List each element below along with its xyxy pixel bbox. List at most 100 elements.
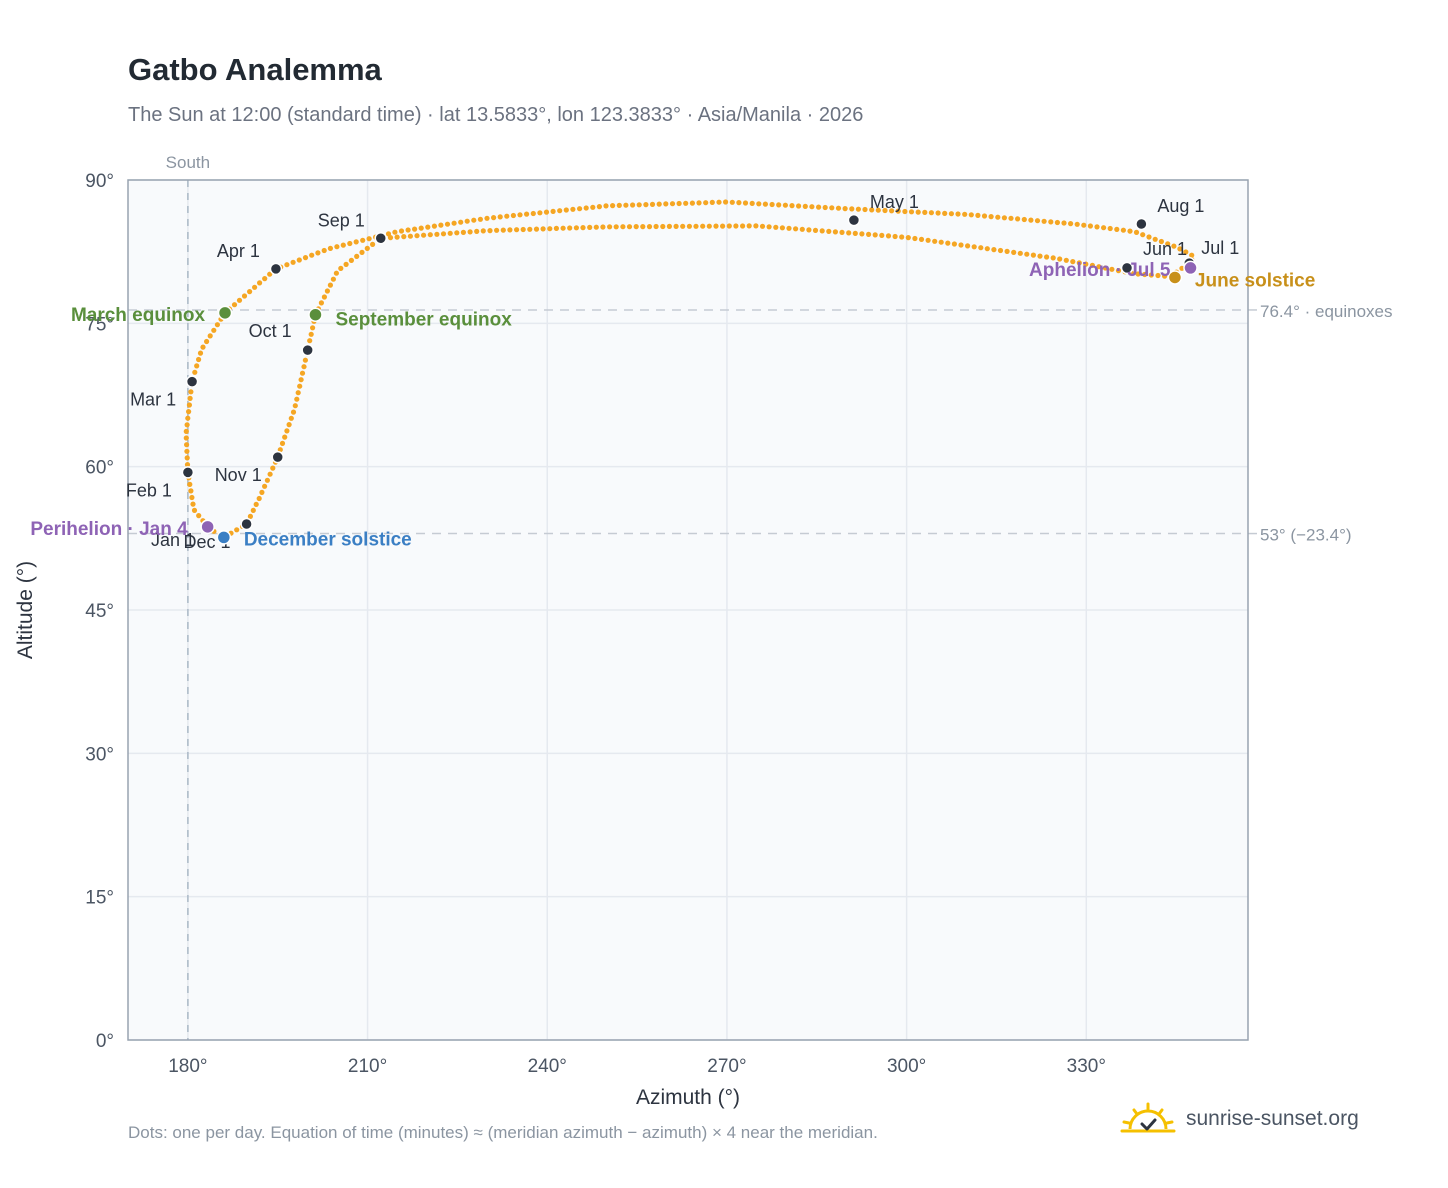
day-dot [307, 338, 313, 344]
event-marker [1183, 260, 1198, 276]
day-dot [401, 234, 407, 240]
day-dot [290, 409, 297, 415]
day-dot [729, 199, 735, 205]
y-tick-label: 90° [85, 171, 114, 192]
day-dot [822, 204, 828, 211]
month-marker [181, 466, 195, 479]
day-dot [879, 232, 885, 238]
day-dot [252, 284, 258, 290]
day-dot [769, 201, 775, 208]
day-dot [547, 226, 553, 232]
day-dot [600, 224, 606, 230]
event-marker [217, 305, 233, 321]
day-dot [1021, 216, 1027, 223]
day-dot [958, 242, 964, 248]
day-dot [471, 217, 477, 223]
day-dot [1109, 266, 1115, 272]
day-dot [270, 465, 276, 471]
day-dot [862, 206, 868, 213]
day-dot [247, 289, 253, 295]
day-dot [1146, 234, 1152, 240]
day-dot [543, 209, 550, 215]
day-dot [487, 228, 493, 234]
day-dot [477, 216, 483, 222]
event-label: March equinox [71, 305, 206, 326]
day-dot [211, 327, 217, 333]
day-dot [184, 462, 191, 468]
day-dot [666, 223, 673, 229]
day-dot [405, 227, 411, 233]
day-dot [596, 204, 603, 210]
day-dot [196, 513, 202, 519]
y-tick-label: 60° [85, 458, 114, 479]
day-dot [846, 230, 852, 236]
day-dot [676, 200, 682, 207]
event-label: June solstice [1195, 270, 1315, 291]
day-dot [948, 211, 955, 217]
day-dot [1148, 272, 1154, 278]
day-dot [885, 233, 892, 239]
day-dot [234, 527, 240, 533]
day-dot [835, 205, 842, 211]
day-dot [334, 244, 340, 250]
day-dot [186, 402, 192, 408]
day-dot [1155, 272, 1161, 279]
day-dot [407, 233, 413, 239]
day-dot [759, 223, 766, 229]
day-dot [1171, 243, 1177, 249]
day-dot [640, 224, 646, 230]
day-dot [997, 247, 1004, 254]
day-dot [284, 428, 290, 434]
day-dot [427, 232, 433, 238]
month-marker [240, 517, 253, 531]
day-dot [267, 471, 273, 477]
day-dot [310, 325, 316, 331]
day-dot [354, 253, 360, 259]
day-dot [726, 223, 732, 229]
day-dot [184, 455, 190, 461]
day-dot [1050, 255, 1056, 261]
day-dot [412, 226, 418, 232]
day-dot [636, 202, 642, 208]
day-dot [981, 213, 988, 219]
day-dot [633, 224, 639, 230]
day-dot [802, 203, 808, 209]
day-dot [593, 224, 599, 230]
day-dot [603, 203, 609, 209]
day-dot [1107, 225, 1113, 232]
month-label: Mar 1 [130, 390, 176, 410]
day-dot [524, 211, 530, 217]
day-dot [869, 207, 875, 213]
day-dot [709, 199, 715, 205]
day-dot [925, 237, 931, 243]
day-dot [938, 239, 944, 245]
day-dot [620, 224, 626, 230]
day-dot [348, 257, 354, 263]
day-dot [343, 261, 349, 267]
day-dot [458, 219, 464, 225]
day-dot [200, 344, 206, 350]
day-dot [214, 322, 220, 328]
day-dot [583, 205, 589, 211]
day-dot [859, 231, 865, 237]
day-dot [577, 206, 583, 212]
day-dot [447, 230, 453, 236]
day-dot [779, 225, 786, 231]
day-dot [557, 208, 563, 214]
brand[interactable]: sunrise-sunset.org [1120, 1102, 1359, 1136]
day-dot [713, 223, 719, 229]
chart-title: Gatbo Analemma [128, 52, 382, 87]
day-dot [749, 200, 755, 206]
day-dot [491, 215, 497, 221]
day-dot [454, 230, 460, 236]
day-dot [434, 231, 440, 237]
day-dot [194, 363, 200, 369]
day-dot [309, 252, 315, 258]
day-dot [975, 212, 981, 218]
day-dot [464, 218, 470, 224]
day-dot [301, 364, 307, 370]
day-dot [623, 202, 629, 208]
day-dot [183, 428, 189, 434]
month-label: Jun 1 [1143, 239, 1187, 259]
